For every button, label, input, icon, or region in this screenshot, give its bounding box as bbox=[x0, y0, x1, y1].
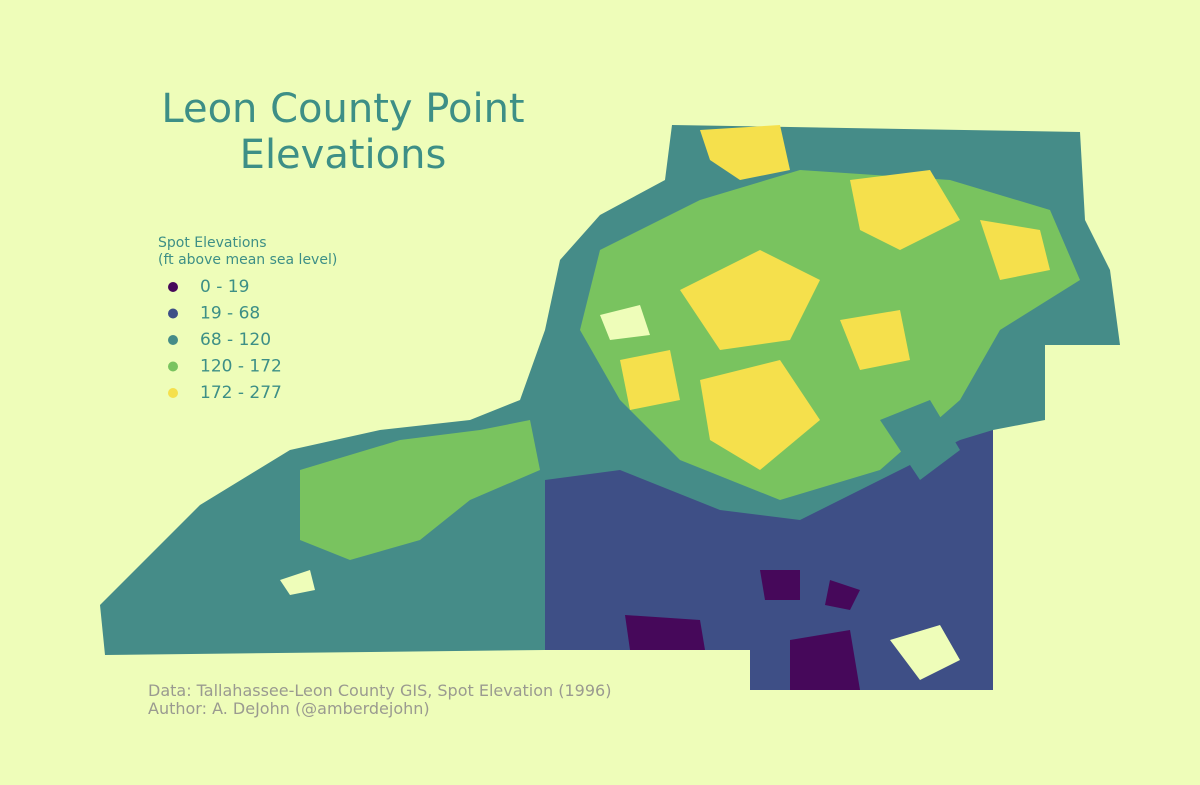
title: Elevations bbox=[240, 132, 447, 178]
legend-label: 68 - 120 bbox=[200, 330, 271, 350]
region bbox=[825, 580, 860, 610]
lake bbox=[600, 305, 650, 340]
legend-label: 120 - 172 bbox=[200, 357, 282, 377]
region bbox=[580, 170, 1080, 500]
region bbox=[700, 125, 790, 180]
legend-title: (ft above mean sea level) bbox=[158, 252, 337, 268]
legend-swatch bbox=[168, 388, 178, 398]
title: Leon County Point bbox=[161, 86, 524, 132]
legend-label: 0 - 19 bbox=[200, 277, 249, 297]
region bbox=[760, 570, 800, 600]
region bbox=[980, 220, 1050, 280]
lake bbox=[890, 625, 960, 680]
legend-swatch bbox=[168, 308, 178, 319]
legend-swatch bbox=[168, 282, 178, 292]
region bbox=[300, 420, 540, 560]
legend-swatch bbox=[168, 335, 178, 345]
legend-label: 19 - 68 bbox=[200, 304, 260, 324]
legend-label: 172 - 277 bbox=[200, 383, 282, 403]
region bbox=[680, 250, 820, 350]
region bbox=[620, 350, 680, 410]
region bbox=[880, 400, 960, 480]
legend: 0 - 19 19 - 68 68 - 120 120 - 172 172 - 277 bbox=[168, 277, 282, 403]
legend-title: Spot Elevations bbox=[158, 235, 267, 251]
region bbox=[625, 615, 705, 650]
legend-swatch bbox=[168, 361, 178, 372]
region bbox=[840, 310, 910, 370]
region bbox=[850, 170, 960, 250]
credit: Data: Tallahassee-Leon County GIS, Spot … bbox=[148, 681, 611, 700]
credit: Author: A. DeJohn (@amberdejohn) bbox=[148, 699, 430, 718]
county-map bbox=[100, 125, 1120, 690]
lake bbox=[280, 570, 315, 595]
region bbox=[700, 360, 820, 470]
region bbox=[790, 630, 860, 690]
